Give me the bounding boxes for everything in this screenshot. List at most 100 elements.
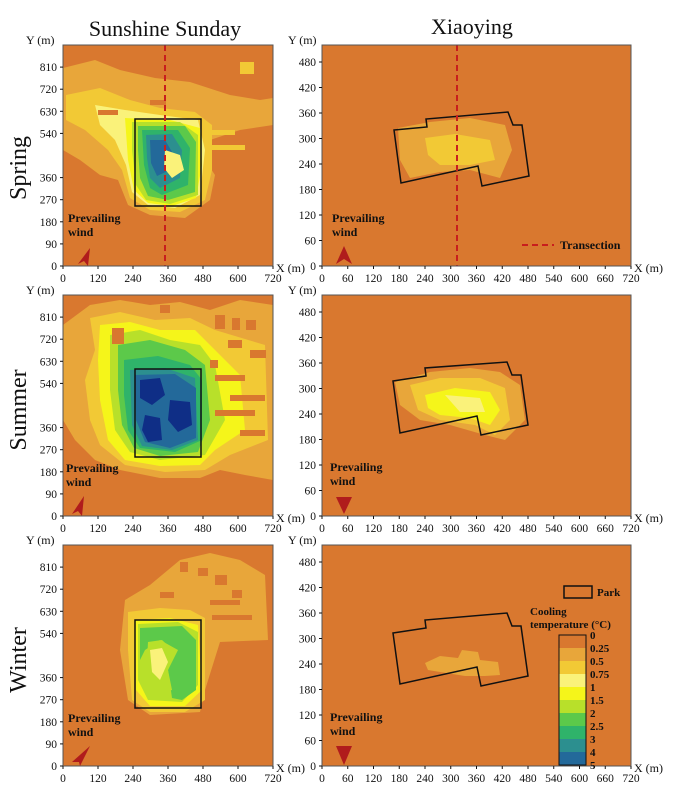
y-tick-label: 420 <box>299 83 317 95</box>
x-axis-label: X (m) <box>634 761 663 775</box>
x-tick-label: 420 <box>494 773 512 785</box>
x-tick-label: 360 <box>159 773 177 785</box>
x-tick-label: 60 <box>342 773 354 785</box>
y-axis-label: Y (m) <box>288 33 317 47</box>
legend-park-swatch <box>563 585 593 599</box>
x-tick-label: 600 <box>571 523 589 535</box>
x-tick-label: 180 <box>391 523 409 535</box>
wind-label-line2: wind <box>66 475 92 489</box>
legend-level-label: 2 <box>590 708 596 720</box>
y-tick-label: 810 <box>40 62 58 74</box>
wind-label-line2: wind <box>68 725 94 739</box>
x-tick-label: 720 <box>622 523 640 535</box>
cooling-zone-0.75 <box>445 395 485 412</box>
x-tick-label: 60 <box>342 273 354 285</box>
y-axis-label: Y (m) <box>26 533 55 547</box>
x-tick-label: 360 <box>159 273 177 285</box>
y-tick-label: 360 <box>299 608 317 620</box>
x-tick-label: 360 <box>468 523 486 535</box>
y-tick-label: 60 <box>305 486 317 498</box>
transection-legend: Transection <box>522 238 621 252</box>
legend-park-label: Park <box>597 587 621 599</box>
x-tick-label: 240 <box>124 773 142 785</box>
y-tick-label: 120 <box>299 210 317 222</box>
panel-xiaoying-winter: Prevailing wind Park Cooling temperature… <box>321 544 632 772</box>
column-title-xiaoying: Xiaoying <box>431 14 513 39</box>
x-tick-label: 720 <box>264 273 282 285</box>
wind-label-line1: Prevailing <box>68 711 120 725</box>
x-tick-label: 120 <box>89 523 107 535</box>
y-axis-label: Y (m) <box>288 283 317 297</box>
row-title-spring: Spring <box>6 136 32 200</box>
y-tick-label: 60 <box>305 736 317 748</box>
wind-label-line2: wind <box>68 225 94 239</box>
x-axis-label: X (m) <box>634 511 663 525</box>
y-tick-label: 720 <box>40 584 58 596</box>
x-tick-label: 0 <box>319 273 325 285</box>
y-tick-label: 240 <box>299 409 317 421</box>
legend-level-label: 1 <box>590 682 596 694</box>
x-tick-label: 60 <box>342 523 354 535</box>
x-axis-label: X (m) <box>634 261 663 275</box>
y-tick-label: 360 <box>40 423 58 435</box>
wind-label-line2: wind <box>330 724 356 738</box>
legend-swatch <box>559 739 586 753</box>
x-axis-label: X (m) <box>276 761 305 775</box>
x-tick-label: 540 <box>545 273 563 285</box>
x-tick-label: 120 <box>365 273 383 285</box>
y-tick-label: 270 <box>40 695 58 707</box>
x-tick-label: 480 <box>519 523 537 535</box>
x-tick-label: 600 <box>229 523 247 535</box>
y-axis-label: Y (m) <box>26 283 55 297</box>
y-tick-label: 180 <box>40 217 58 229</box>
y-tick-label: 180 <box>40 467 58 479</box>
park-boundary <box>134 619 202 709</box>
y-tick-label: 0 <box>310 261 316 273</box>
x-tick-label: 120 <box>365 773 383 785</box>
x-tick-label: 480 <box>519 773 537 785</box>
x-tick-label: 0 <box>60 523 66 535</box>
y-tick-label: 0 <box>51 511 57 523</box>
y-tick-label: 630 <box>40 106 58 118</box>
y-tick-label: 480 <box>299 307 317 319</box>
legend: Park Cooling temperature (°C) 00.250.50.… <box>530 585 621 772</box>
x-tick-label: 0 <box>319 523 325 535</box>
cooling-zone-0.75-center <box>150 648 168 680</box>
panel-sunshine-spring: Prevailing wind <box>62 44 274 267</box>
y-tick-label: 270 <box>40 445 58 457</box>
x-tick-label: 480 <box>519 273 537 285</box>
y-tick-label: 630 <box>40 356 58 368</box>
legend-swatch <box>559 700 586 714</box>
wind-arrow-icon <box>336 746 352 765</box>
y-tick-label: 300 <box>299 384 317 396</box>
x-tick-label: 360 <box>159 523 177 535</box>
legend-swatch <box>559 674 586 688</box>
x-tick-label: 540 <box>545 523 563 535</box>
cooling-zone-1-core <box>164 150 184 178</box>
x-tick-label: 360 <box>468 273 486 285</box>
legend-level-label: 2.5 <box>590 721 604 733</box>
row-title-winter: Winter <box>6 627 32 693</box>
y-tick-label: 360 <box>299 358 317 370</box>
y-tick-label: 360 <box>40 173 58 185</box>
building-block-cluster <box>112 305 266 436</box>
building-strip <box>240 62 254 74</box>
legend-colorbar-frame <box>558 634 587 766</box>
x-tick-label: 660 <box>597 523 615 535</box>
cooling-zone-0.5 <box>425 134 495 165</box>
cooling-zone-2 <box>140 626 196 700</box>
cooling-zone-5 <box>140 378 192 442</box>
y-axis-label: Y (m) <box>26 33 55 47</box>
y-tick-label: 0 <box>310 511 316 523</box>
building-strip <box>98 110 118 115</box>
x-tick-label: 360 <box>468 773 486 785</box>
wind-arrow-icon <box>336 497 352 514</box>
panel-sunshine-summer: Prevailing wind <box>62 294 274 517</box>
legend-swatch <box>559 726 586 740</box>
x-tick-label: 480 <box>194 773 212 785</box>
x-tick-label: 120 <box>89 273 107 285</box>
x-tick-label: 600 <box>229 773 247 785</box>
wind-label-line1: Prevailing <box>68 211 120 225</box>
y-tick-label: 420 <box>299 583 317 595</box>
